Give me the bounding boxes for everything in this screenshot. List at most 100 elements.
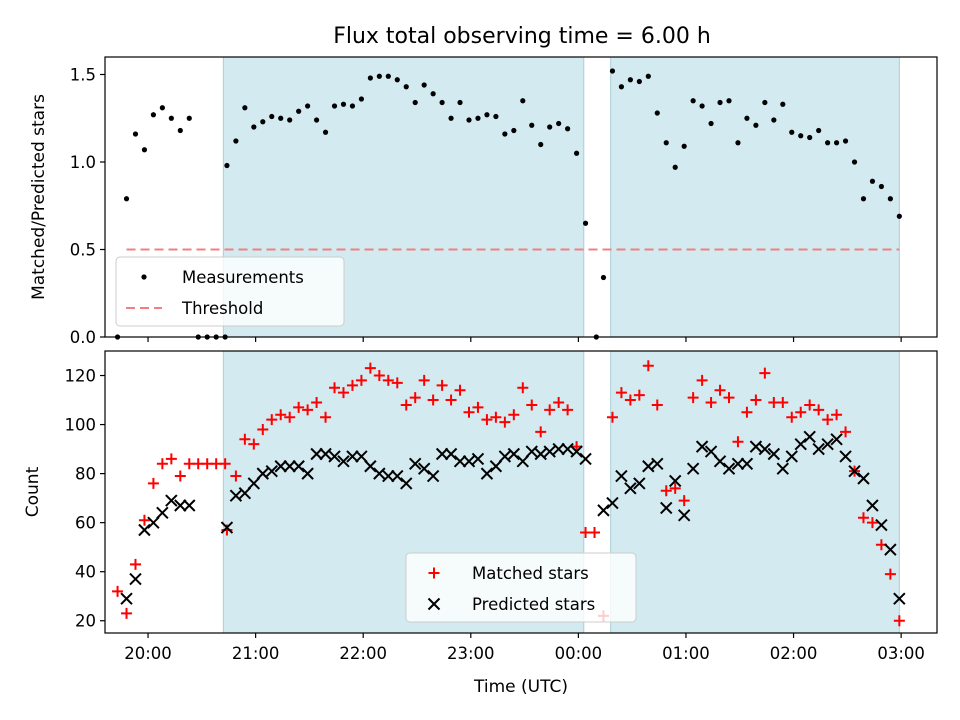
data-point [887,196,893,202]
data-point [833,140,840,146]
data-point [457,99,463,106]
series-measurements [114,68,902,340]
data-point [165,453,177,465]
data-point [677,509,691,522]
data-point [520,98,526,104]
bottom-x-axis-label: Time (UTC) [473,677,568,697]
data-point [794,437,807,451]
data-point [448,115,454,121]
axes-frame [104,350,938,634]
data-point [663,140,669,146]
data-point [556,120,562,127]
y-tick-label: 20 [75,612,96,631]
data-point [615,469,628,483]
data-point [123,196,130,202]
legend-label: Threshold [181,299,263,318]
data-point [624,394,636,406]
legend-marker [428,567,440,579]
data-point [373,467,386,480]
data-point [239,433,251,445]
data-point [248,438,260,450]
data-point [287,117,293,123]
data-point [840,426,852,438]
data-point [275,409,287,421]
data-point [553,396,565,408]
data-point [807,134,813,141]
data-point [798,133,804,139]
data-point [121,607,133,619]
data-point [337,387,349,399]
data-point [789,129,795,135]
data-point [511,127,517,134]
legend-marker [141,274,147,280]
data-point [544,404,556,416]
data-point [329,382,341,394]
data-point [301,467,314,480]
data-point [636,78,642,85]
data-point [219,458,231,470]
data-point [493,113,499,120]
data-point [606,411,618,423]
data-point [839,450,852,463]
data-point [830,433,843,446]
data-point [183,499,196,512]
data-point [260,119,266,125]
data-point [669,482,681,494]
data-point [857,472,870,485]
data-point [400,399,412,411]
data-point [331,103,338,109]
data-point [319,447,332,461]
data-point [430,91,436,97]
data-point [759,367,771,379]
data-point [597,504,610,517]
data-point [681,143,687,149]
y-tick-label: 100 [65,416,97,435]
data-point [156,506,169,520]
data-point [672,164,678,170]
data-point [723,392,735,404]
top-panel: 0.0 0.5 1.0 1.5 Measurements Threshold Matche… [29,56,938,347]
data-point [417,462,431,475]
data-point [848,464,861,478]
data-point [292,460,305,473]
data-point [376,73,382,79]
shaded-span [610,56,900,338]
data-point [230,470,242,482]
y-tick-label: 40 [75,563,96,582]
data-point [526,399,538,411]
data-point [822,414,834,426]
data-point [364,362,376,374]
data-point [690,98,696,104]
data-point [660,501,673,515]
data-point [310,447,323,461]
data-point [293,401,305,413]
data-point [436,379,448,391]
data-point [866,499,879,512]
data-point [758,442,772,456]
data-point [695,440,709,453]
data-point [147,477,159,489]
data-point [714,384,726,396]
data-point [129,572,142,586]
data-point [274,460,287,473]
data-point [498,450,512,463]
data-point [340,101,347,107]
data-point [502,131,508,137]
data-point [409,392,421,404]
data-point [382,469,395,483]
data-point [606,496,619,510]
data-point [776,462,790,475]
data-point [618,84,625,90]
data-point [699,103,705,109]
y-tick-label: 60 [75,514,96,533]
data-point [735,140,741,146]
data-point [337,455,350,468]
data-point [893,592,906,605]
data-point [857,512,869,524]
data-point [408,457,422,471]
data-point [156,458,168,470]
data-point [427,394,439,406]
data-point [642,460,655,473]
x-tick-label: 01:00 [662,644,710,663]
data-point [534,447,547,461]
